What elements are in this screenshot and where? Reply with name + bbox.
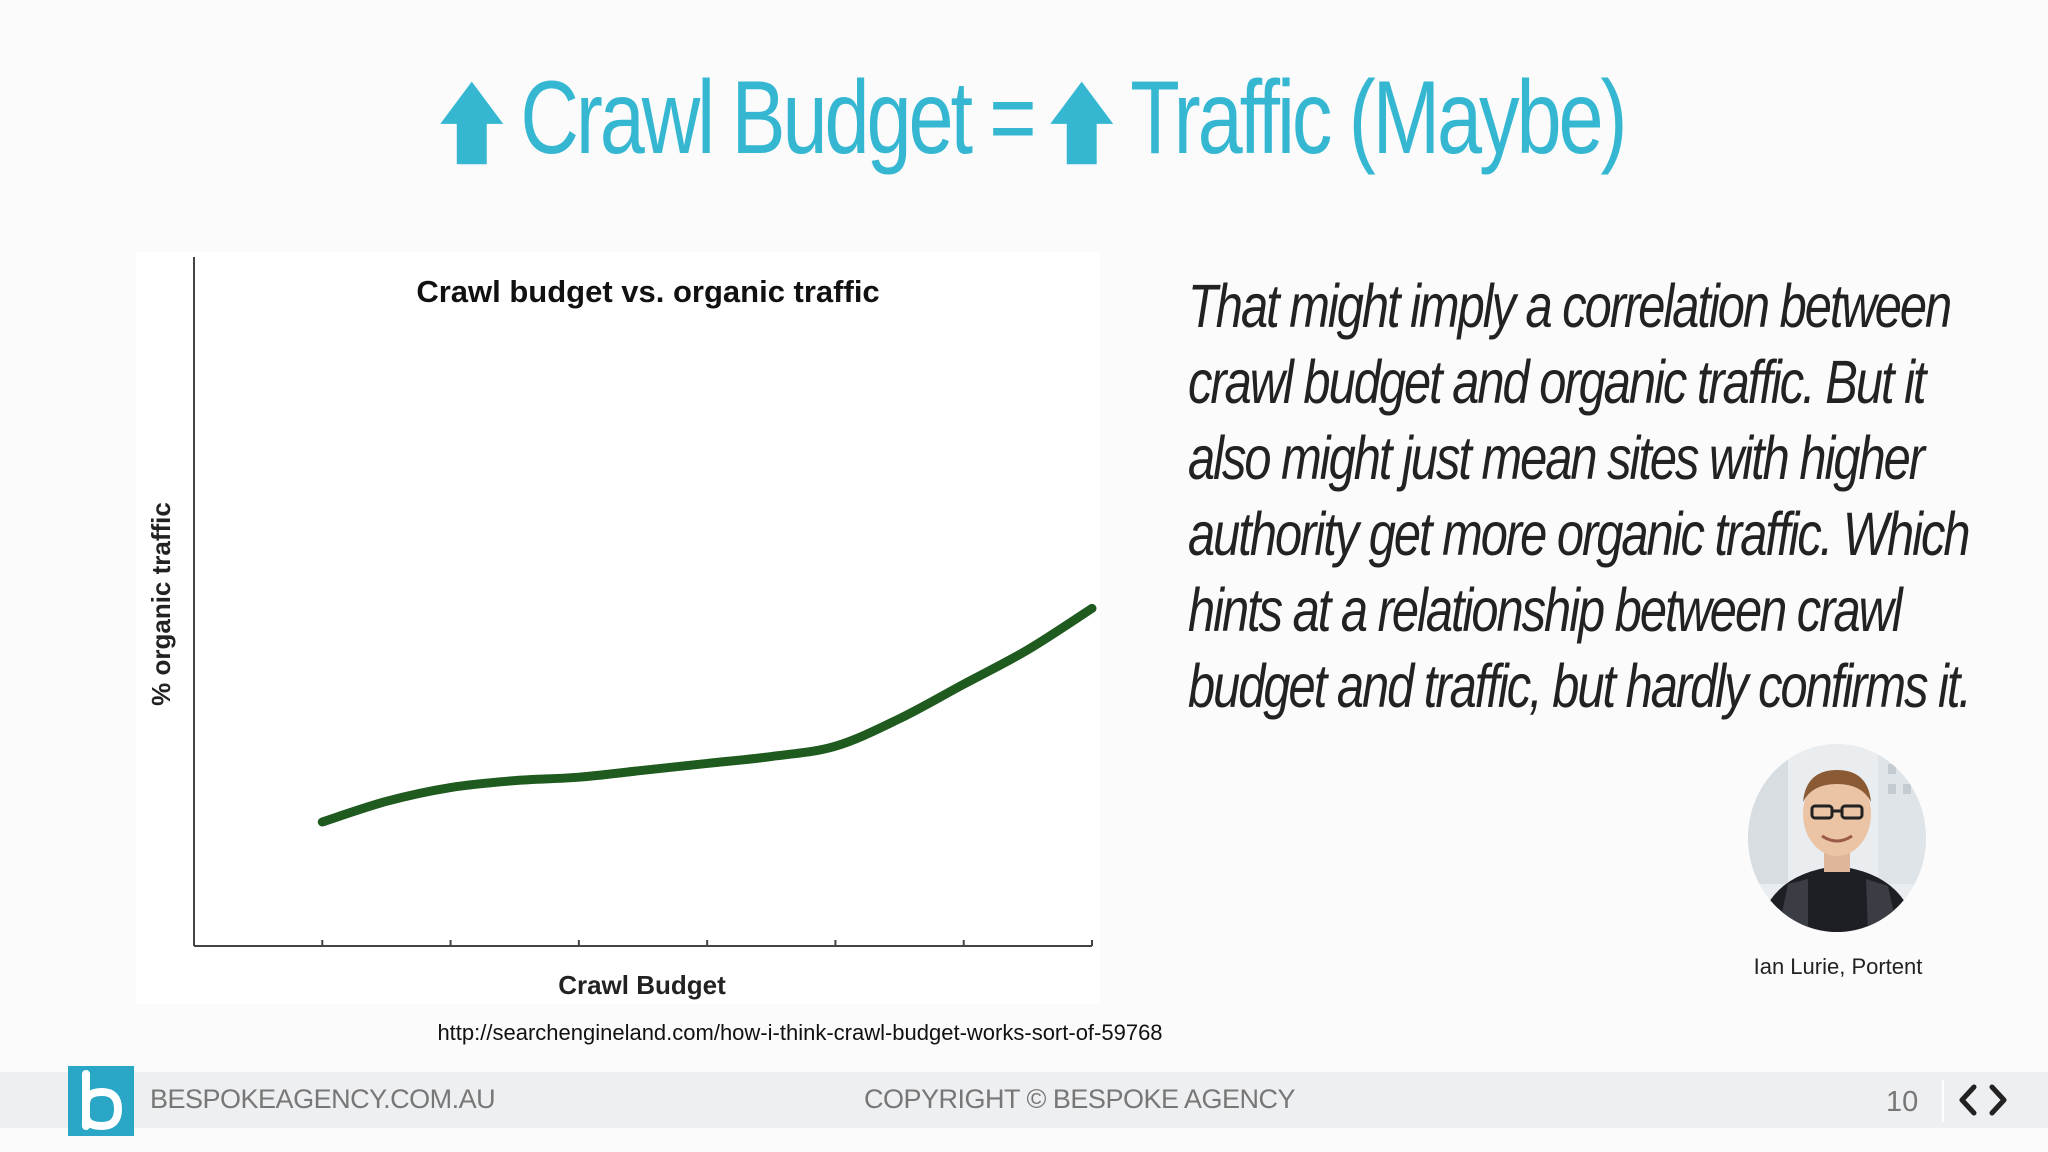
series-line — [317, 603, 1097, 827]
bespoke-b-logo-icon — [68, 1066, 134, 1136]
slide-title: Crawl Budget = Traffic (Maybe) — [225, 48, 1822, 188]
up-arrow-icon — [435, 74, 510, 170]
chevron-right-icon[interactable] — [1986, 1084, 2010, 1116]
quote-text: That might imply a correlation between cr… — [1188, 268, 2004, 724]
x-axis-label: Crawl Budget — [558, 970, 726, 1000]
up-arrow-icon — [1044, 74, 1119, 170]
chevron-left-icon[interactable] — [1956, 1084, 1980, 1116]
quote-line: also might just mean sites with higher — [1188, 424, 1925, 492]
footer-divider — [1942, 1080, 1944, 1122]
source-url: http://searchengineland.com/how-i-think-… — [437, 1020, 1163, 1045]
page-number: 10 — [1886, 1086, 1919, 1118]
person-photo-icon — [1748, 744, 1926, 932]
chart: Crawl budget vs. organic traffic Crawl B… — [146, 257, 1097, 1000]
footer-domain[interactable]: BESPOKEAGENCY.COM.AU — [150, 1084, 496, 1114]
title-part-2: Traffic (Maybe) — [1130, 59, 1627, 176]
footer: BESPOKEAGENCY.COM.AU COPYRIGHT © BESPOKE… — [0, 1066, 2048, 1136]
quote-line: budget and traffic, but hardly confirms … — [1188, 652, 1972, 720]
quote-line: authority get more organic traffic. Whic… — [1188, 500, 1970, 568]
y-axis-label: % organic traffic — [146, 502, 176, 706]
footer-copyright: COPYRIGHT © BESPOKE AGENCY — [864, 1084, 1296, 1114]
chart-card: Crawl budget vs. organic traffic Crawl B… — [136, 252, 1100, 1004]
title-part-1: Crawl Budget = — [520, 59, 1036, 176]
quote-line: That might imply a correlation between — [1188, 272, 1952, 340]
quote-line: hints at a relationship between crawl — [1188, 576, 1903, 644]
quote-attribution: Ian Lurie, Portent — [1753, 954, 1923, 979]
x-ticks — [321, 940, 1093, 946]
chart-title: Crawl budget vs. organic traffic — [416, 274, 879, 309]
author-avatar — [1748, 744, 1926, 932]
quote-line: crawl budget and organic traffic. But it — [1188, 348, 1926, 416]
